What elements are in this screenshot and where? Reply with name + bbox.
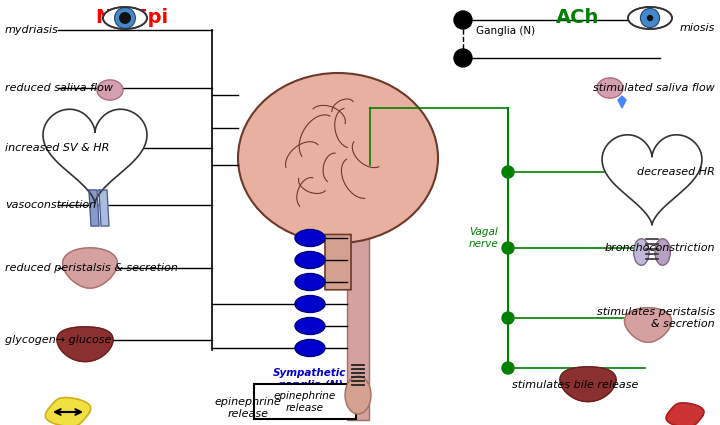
Text: ACh: ACh	[557, 8, 600, 27]
Text: decreased HR: decreased HR	[637, 167, 715, 177]
Polygon shape	[560, 367, 616, 402]
Polygon shape	[666, 403, 704, 425]
Ellipse shape	[295, 317, 325, 334]
Ellipse shape	[634, 239, 649, 265]
Ellipse shape	[295, 295, 325, 312]
Text: stimulated saliva flow: stimulated saliva flow	[593, 83, 715, 93]
Text: reduced saliva flow: reduced saliva flow	[5, 83, 113, 93]
Polygon shape	[45, 398, 91, 425]
Polygon shape	[89, 190, 99, 226]
Polygon shape	[57, 327, 113, 362]
Text: reduced peristalsis & secretion: reduced peristalsis & secretion	[5, 263, 178, 273]
Text: Vagal
nerve: Vagal nerve	[468, 227, 498, 249]
Polygon shape	[63, 248, 117, 288]
Text: miosis: miosis	[680, 23, 715, 33]
Circle shape	[502, 166, 514, 178]
Circle shape	[454, 11, 472, 29]
Ellipse shape	[295, 340, 325, 357]
Ellipse shape	[655, 239, 670, 265]
Polygon shape	[624, 308, 672, 342]
Ellipse shape	[295, 274, 325, 291]
Text: increased SV & HR: increased SV & HR	[5, 143, 109, 153]
Text: epinephrine
release: epinephrine release	[215, 397, 282, 419]
Ellipse shape	[103, 7, 147, 29]
Ellipse shape	[628, 7, 672, 29]
Text: NorEpi: NorEpi	[96, 8, 168, 27]
Circle shape	[502, 312, 514, 324]
Text: bronchoconstriction: bronchoconstriction	[605, 243, 715, 253]
Polygon shape	[99, 190, 109, 226]
Text: Sympathetic
ganglia (N): Sympathetic ganglia (N)	[274, 368, 347, 390]
Circle shape	[647, 15, 653, 21]
Circle shape	[502, 242, 514, 254]
Polygon shape	[602, 135, 702, 225]
Text: mydriasis: mydriasis	[5, 25, 59, 35]
Circle shape	[114, 8, 135, 28]
Circle shape	[454, 49, 472, 67]
Ellipse shape	[345, 376, 371, 414]
FancyBboxPatch shape	[325, 235, 351, 290]
Text: stimulates peristalsis
& secretion: stimulates peristalsis & secretion	[597, 307, 715, 329]
Ellipse shape	[238, 73, 438, 243]
Text: glycogen→ glucose: glycogen→ glucose	[5, 335, 112, 345]
Ellipse shape	[597, 78, 623, 98]
Circle shape	[502, 362, 514, 374]
Text: Ganglia (N): Ganglia (N)	[476, 26, 535, 36]
FancyBboxPatch shape	[254, 384, 356, 419]
Ellipse shape	[295, 252, 325, 269]
Circle shape	[640, 8, 660, 28]
Text: epinephrine
release: epinephrine release	[274, 391, 336, 413]
Circle shape	[119, 12, 131, 24]
Bar	[347, 235, 369, 420]
Polygon shape	[618, 96, 626, 108]
Text: vasoconstriction: vasoconstriction	[5, 200, 96, 210]
Ellipse shape	[97, 80, 123, 100]
Text: stimulates bile release: stimulates bile release	[512, 380, 638, 390]
Polygon shape	[43, 109, 147, 203]
Ellipse shape	[295, 230, 325, 246]
